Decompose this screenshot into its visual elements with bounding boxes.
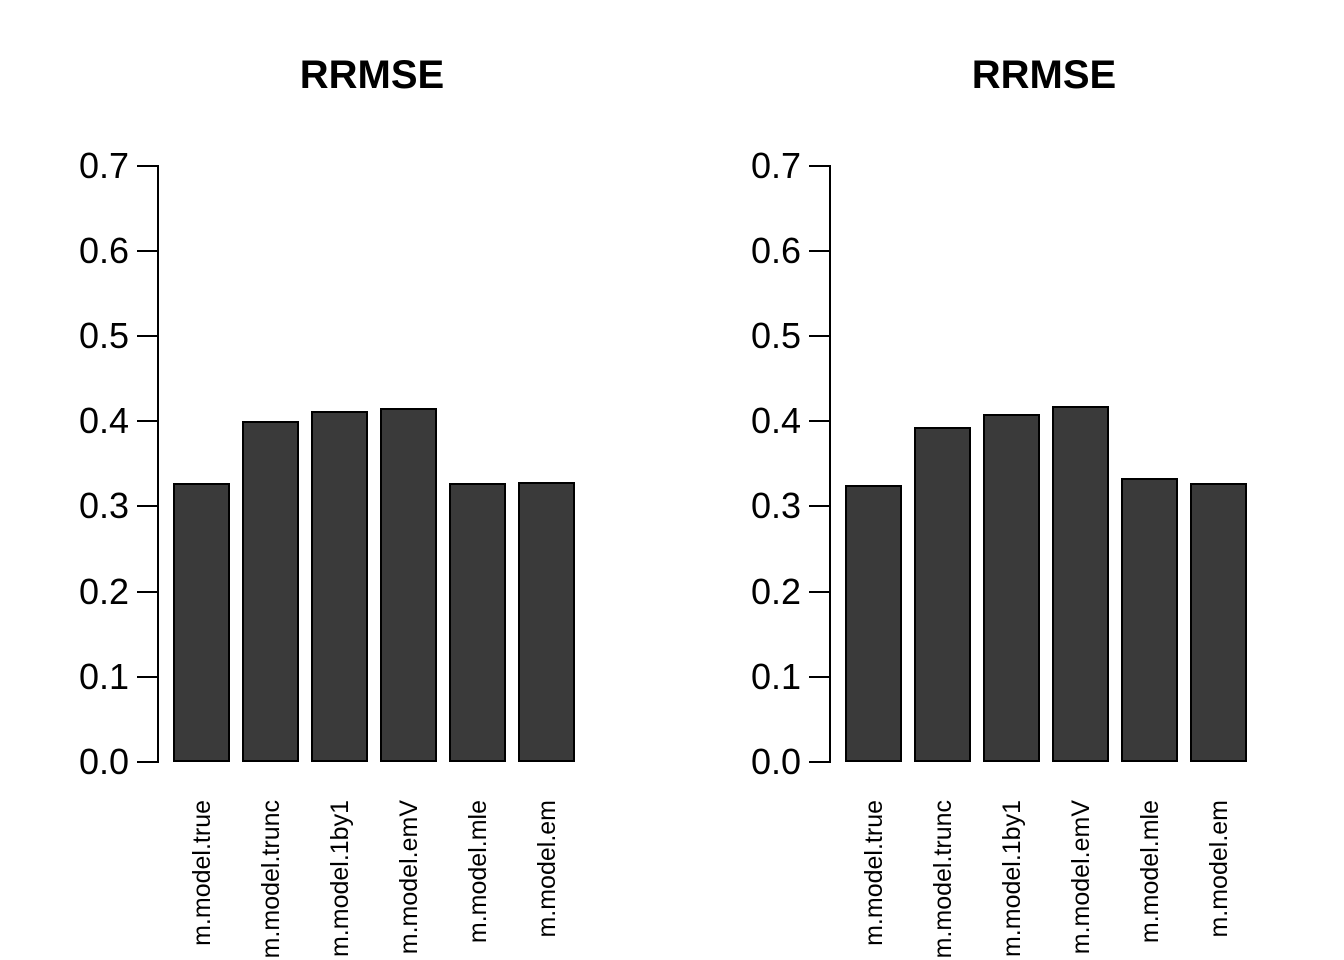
x-tick-label: m.model.em	[532, 800, 561, 938]
y-axis-tick	[809, 164, 829, 167]
bar-m.model.1by1	[311, 411, 368, 762]
y-axis-tick	[809, 590, 829, 593]
y-tick-label: 0.6	[750, 229, 801, 271]
y-axis	[157, 164, 159, 763]
x-tick-label: m.model.mle	[1135, 800, 1164, 944]
y-axis-tick	[137, 249, 157, 252]
y-tick-label: 0.4	[78, 400, 129, 442]
y-tick-label: 0.4	[750, 400, 801, 442]
bar-m.model.mle	[449, 483, 506, 762]
y-axis-tick	[137, 505, 157, 508]
bar-m.model.em	[518, 482, 575, 762]
x-tick-label: m.model.1by1	[325, 800, 354, 958]
rrmse-chart-left: RRMSE 0.0 0.1 0.2 0.3 0.4 0.5 0.6 0.7 m.model.tr…	[78, 53, 575, 959]
x-tick-label: m.model.emV	[1066, 800, 1095, 955]
x-tick-label: m.model.trunc	[256, 800, 285, 959]
bar-m.model.em	[1190, 483, 1247, 762]
y-tick-label: 0.1	[750, 655, 801, 697]
y-tick-label: 0.6	[78, 229, 129, 271]
x-tick-label: m.model.true	[187, 800, 216, 946]
y-axis-tick	[137, 420, 157, 423]
chart-title: RRMSE	[971, 53, 1117, 97]
y-axis-tick	[137, 164, 157, 167]
plot-area: 0.0 0.1 0.2 0.3 0.4 0.5 0.6 0.7 m.model.true m.mo…	[78, 144, 575, 959]
y-axis-tick	[809, 335, 829, 337]
y-tick-label: 0.2	[78, 570, 129, 612]
y-axis-tick	[809, 249, 829, 252]
y-tick-label: 0.7	[750, 144, 801, 186]
y-axis-tick	[137, 675, 157, 678]
chart-title: RRMSE	[299, 53, 445, 97]
y-axis-tick	[809, 761, 829, 763]
bar-m.model.trunc	[242, 421, 299, 762]
rrmse-chart-right: RRMSE 0.0 0.1 0.2 0.3 0.4 0.5 0.6 0.7 m.model.tr…	[672, 0, 1344, 960]
bar-m.model.emV	[1052, 406, 1109, 762]
x-tick-label: m.model.mle	[463, 800, 492, 944]
y-tick-label: 0.3	[750, 485, 801, 527]
y-tick-label: 0.1	[78, 655, 129, 697]
y-tick-label: 0.7	[78, 144, 129, 186]
x-tick-label: m.model.true	[859, 800, 888, 946]
y-tick-label: 0.2	[750, 570, 801, 612]
y-tick-label: 0.0	[750, 741, 801, 782]
bar-m.model.true	[173, 483, 230, 762]
y-tick-label: 0.5	[750, 315, 801, 356]
y-axis-tick	[137, 335, 157, 337]
y-axis-tick	[809, 420, 829, 423]
x-tick-label: m.model.1by1	[997, 800, 1026, 958]
x-tick-label: m.model.em	[1204, 800, 1233, 938]
y-tick-label: 0.5	[78, 315, 129, 356]
bar-m.model.emV	[380, 408, 437, 762]
y-axis-tick	[137, 590, 157, 593]
bar-m.model.true	[845, 485, 902, 762]
y-tick-label: 0.0	[78, 741, 129, 782]
y-axis-tick	[809, 505, 829, 508]
bar-m.model.trunc	[914, 427, 971, 762]
y-axis-tick	[137, 761, 157, 763]
bar-m.model.1by1	[983, 414, 1040, 762]
x-tick-label: m.model.emV	[394, 800, 423, 955]
x-tick-label: m.model.trunc	[928, 800, 957, 959]
plot-area: 0.0 0.1 0.2 0.3 0.4 0.5 0.6 0.7 m.model.true m.mo…	[672, 0, 1344, 960]
y-axis-tick	[809, 675, 829, 678]
y-axis	[829, 164, 831, 763]
y-tick-label: 0.3	[78, 485, 129, 527]
bar-m.model.mle	[1121, 478, 1178, 762]
